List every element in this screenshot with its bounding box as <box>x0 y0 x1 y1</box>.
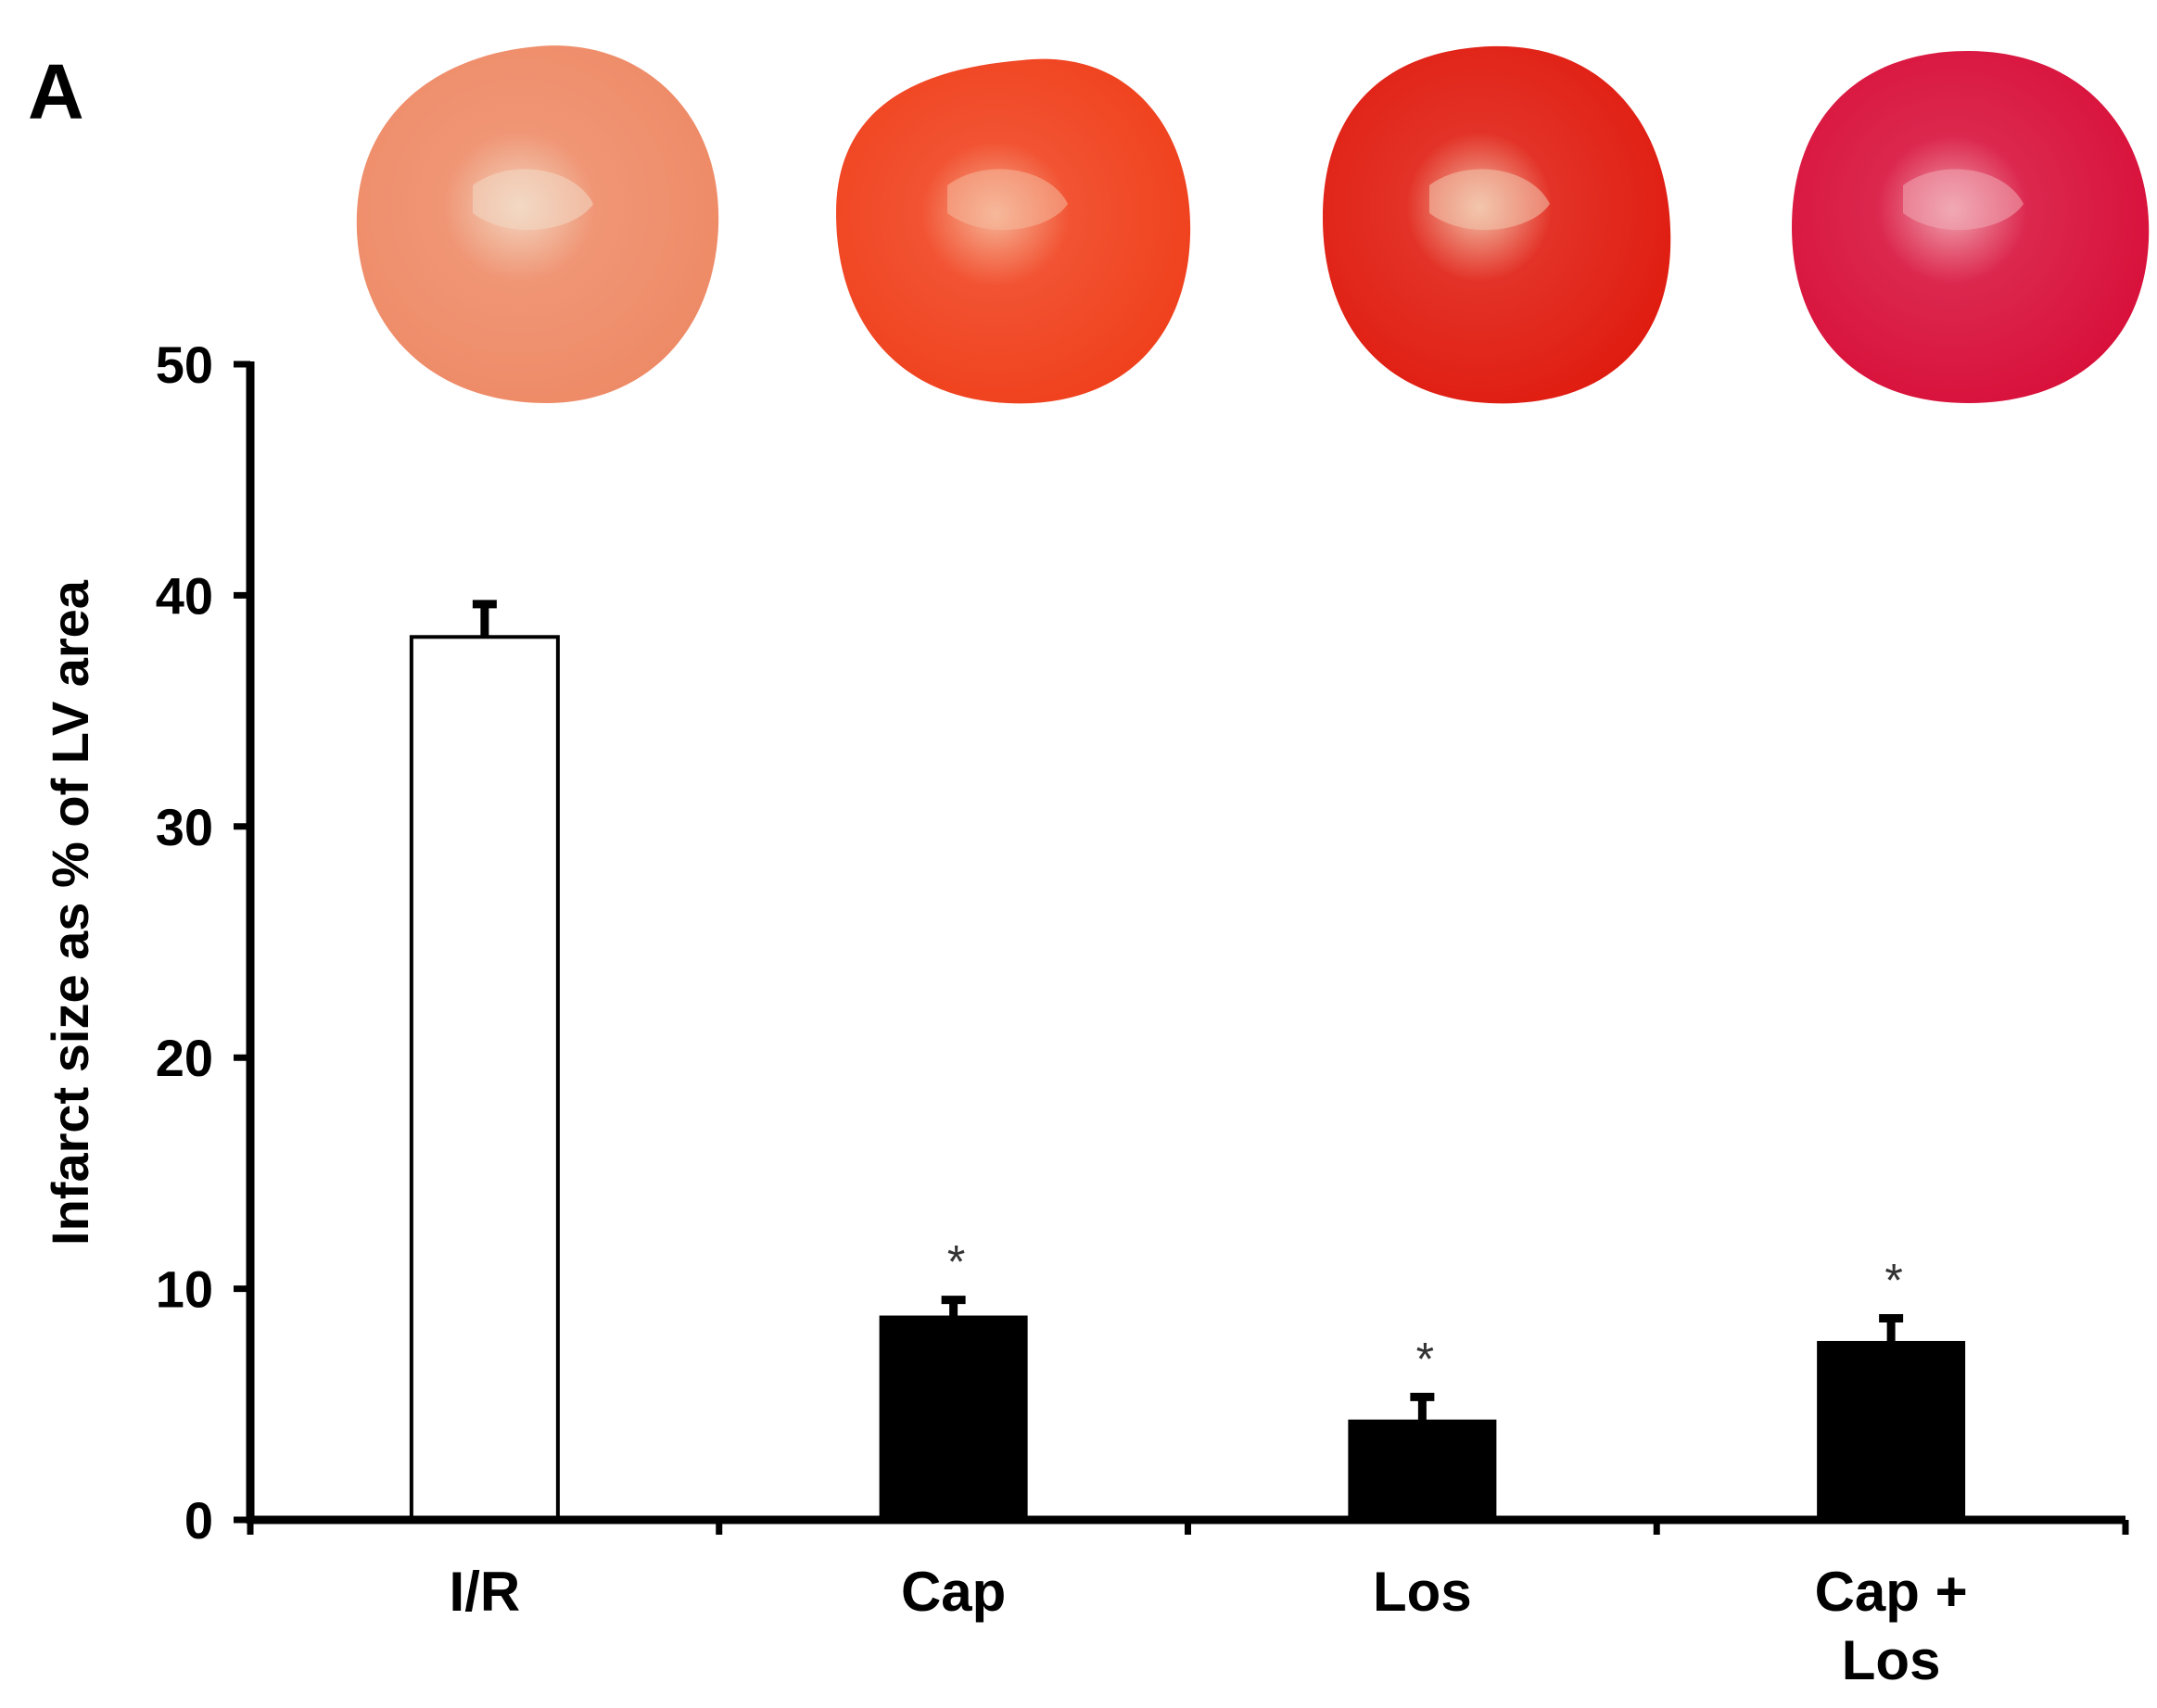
y-tick-label: 40 <box>156 566 213 625</box>
heart-image-cap-los <box>1792 51 2150 403</box>
infarct-region <box>1903 169 2024 231</box>
bar-cap <box>879 1315 1028 1521</box>
bar-i-r <box>409 635 560 1522</box>
heart-image-cap <box>836 58 1191 404</box>
y-tick-label: 0 <box>184 1491 213 1550</box>
significance-marker: * <box>1416 1333 1434 1385</box>
bar-los <box>1348 1419 1497 1522</box>
heart-image-i-r <box>356 45 719 403</box>
y-tick-label: 30 <box>156 798 213 856</box>
panel-label: A <box>28 48 84 135</box>
heart-image-los <box>1323 45 1671 404</box>
infarct-region <box>1429 169 1550 231</box>
significance-marker: * <box>947 1236 965 1288</box>
x-tick-label: Cap + Los <box>1815 1561 1968 1691</box>
x-tick-label: Cap <box>901 1561 1006 1623</box>
bars: * * * <box>409 600 1966 1522</box>
y-axis-ticks: 0 10 20 30 40 50 <box>156 335 255 1550</box>
x-axis: I/R Cap Los Cap + Los <box>247 1515 2129 1691</box>
bar-cap-los <box>1817 1340 1966 1522</box>
infarct-region <box>947 169 1068 231</box>
y-tick-label: 50 <box>156 335 213 394</box>
infarct-region <box>473 169 593 231</box>
x-tick-label: I/R <box>450 1561 521 1623</box>
heart-images <box>356 45 2150 404</box>
x-tick-label: Los <box>1373 1561 1472 1623</box>
y-axis-label: Infarct size as % of LV area <box>41 579 99 1246</box>
bar-chart: Infarct size as % of LV area 0 10 20 30 40 50… <box>41 335 2129 1691</box>
y-tick-label: 20 <box>156 1029 213 1087</box>
y-tick-label: 10 <box>156 1260 213 1319</box>
significance-marker: * <box>1884 1255 1902 1307</box>
heart-tissue <box>836 58 1191 404</box>
